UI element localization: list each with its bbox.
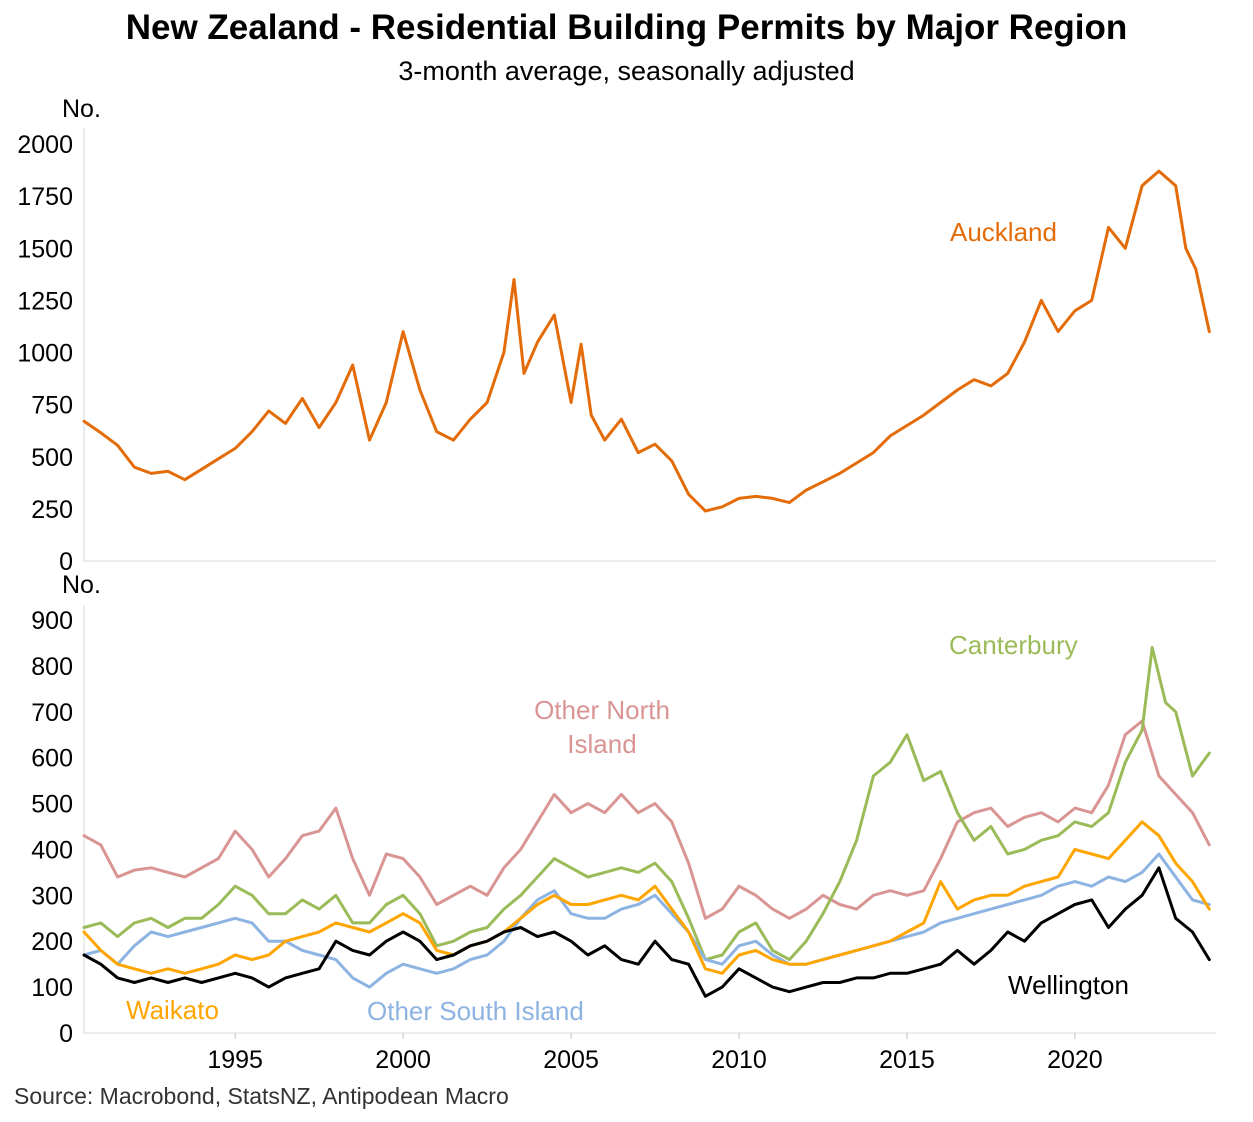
top-y-axis-label: No.: [62, 95, 101, 123]
bottom-y-tick-label: 500: [31, 791, 73, 819]
top-y-tick-label: 2000: [17, 131, 73, 159]
panel-other-regions: No. 0 100 200 300 400 500 600 700 800 900 1995 200…: [31, 571, 1216, 1074]
series-line-other-north-island: [82, 719, 1211, 920]
chart-title: New Zealand - Residential Building Permi…: [125, 8, 1128, 47]
bottom-y-tick-label: 800: [31, 653, 73, 681]
panel-auckland: No. 0 250 500 750 1000 1250 1500 1750 2000 Auckl…: [17, 95, 1216, 576]
top-y-tick-label: 1750: [17, 183, 73, 211]
bottom-y-tick-label: 200: [31, 928, 73, 956]
annotation-other-north-island-line2: Island: [567, 729, 636, 759]
bottom-y-tick-label: 900: [31, 607, 73, 635]
series-line-wellington: [82, 866, 1211, 998]
annotation-canterbury: Canterbury: [949, 630, 1078, 660]
top-y-tick-label: 1000: [17, 340, 73, 368]
x-tick-label: 2005: [543, 1046, 599, 1074]
top-y-tick-label: 750: [31, 392, 73, 420]
bottom-y-tick-label: 700: [31, 699, 73, 727]
series-line-other-south-island: [82, 852, 1211, 989]
x-tick-label: 2010: [711, 1046, 767, 1074]
annotation-other-south-island: Other South Island: [367, 996, 584, 1026]
top-y-tick-label: 0: [59, 548, 73, 576]
bottom-y-tick-label: 600: [31, 745, 73, 773]
top-y-tick-label: 1250: [17, 287, 73, 315]
x-tick-label: 2020: [1047, 1046, 1103, 1074]
series-line-auckland: [82, 169, 1211, 513]
annotation-waikato: Waikato: [126, 995, 219, 1025]
bottom-y-tick-label: 400: [31, 836, 73, 864]
top-y-tick-label: 1500: [17, 235, 73, 263]
x-tick-label: 2000: [375, 1046, 431, 1074]
annotation-other-north-island-line1: Other North: [534, 695, 670, 725]
annotation-wellington: Wellington: [1008, 970, 1129, 1000]
annotation-auckland: Auckland: [950, 217, 1057, 247]
x-tick-label: 2015: [879, 1046, 935, 1074]
bottom-y-tick-label: 100: [31, 974, 73, 1002]
chart-subtitle: 3-month average, seasonally adjusted: [398, 56, 855, 86]
x-tick-label: 1995: [207, 1046, 263, 1074]
bottom-y-tick-label: 300: [31, 882, 73, 910]
bottom-y-tick-label: 0: [59, 1020, 73, 1048]
series-line-waikato: [82, 820, 1211, 975]
bottom-y-axis-label: No.: [62, 571, 101, 599]
chart-source: Source: Macrobond, StatsNZ, Antipodean M…: [14, 1083, 509, 1109]
top-y-tick-label: 500: [31, 444, 73, 472]
top-y-tick-label: 250: [31, 496, 73, 524]
series-line-canterbury: [82, 646, 1211, 962]
